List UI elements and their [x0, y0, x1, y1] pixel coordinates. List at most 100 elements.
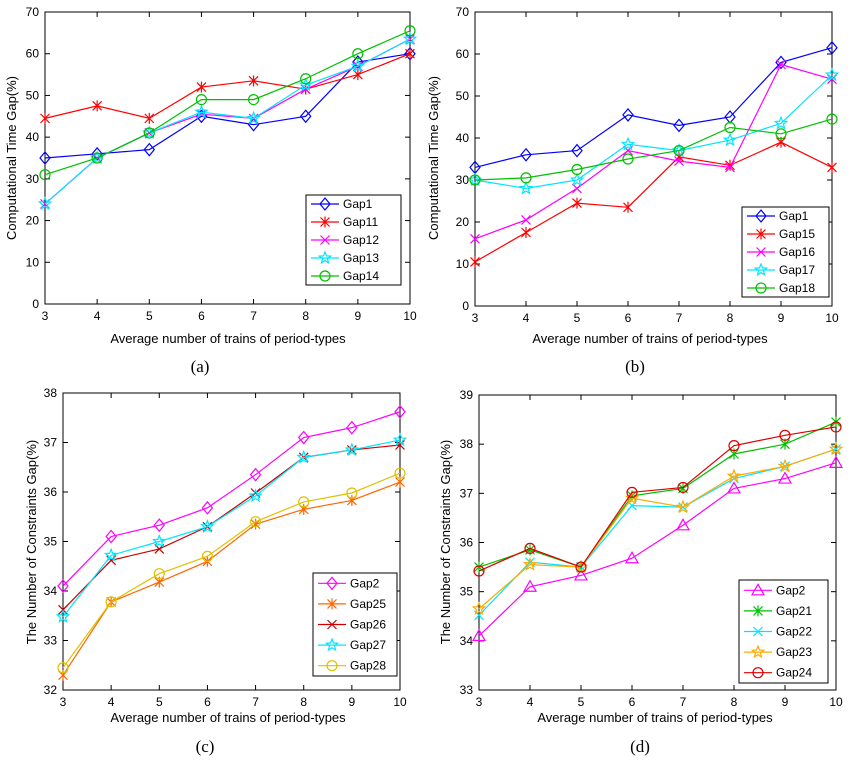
panel-caption: (d) [630, 737, 650, 756]
legend-entry: Gap24 [744, 666, 812, 680]
y-tick-label: 34 [44, 584, 58, 598]
data-point [827, 161, 837, 173]
x-tick-label: 6 [629, 695, 636, 709]
y-tick-label: 36 [44, 485, 58, 499]
x-tick-label: 6 [204, 695, 211, 709]
data-point [626, 486, 638, 498]
data-point [469, 174, 481, 186]
y-tick-label: 60 [26, 47, 40, 61]
legend-marker [756, 228, 766, 240]
data-point [524, 542, 536, 555]
data-point [521, 227, 531, 238]
legend-label: Gap17 [779, 263, 815, 277]
panel-b: 0 10 20 30 40 50 60 70 3 4 5 6 7 8 9 10 Gap1 Gap15 Gap16… [426, 5, 840, 376]
data-point [779, 429, 791, 441]
data-point [623, 201, 633, 213]
legend-marker [320, 235, 330, 245]
y-tick-label: 50 [456, 89, 470, 103]
x-tick-label: 7 [252, 695, 259, 709]
legend-entry: Gap12 [311, 233, 379, 247]
series-gap2 [57, 404, 406, 593]
data-point [624, 490, 640, 505]
series-line [478, 448, 837, 610]
y-tick-label: 38 [460, 437, 474, 451]
data-point [473, 565, 485, 577]
data-point [153, 568, 165, 580]
series-line [474, 47, 833, 168]
legend-label: Gap22 [776, 625, 812, 639]
data-point [622, 153, 634, 165]
legend-entry: Gap17 [747, 262, 815, 277]
panel-caption: (a) [191, 357, 210, 376]
legend-marker [755, 209, 767, 223]
legend-label: Gap28 [350, 659, 386, 673]
data-point [249, 467, 262, 482]
x-axis-label: Average number of trains of period-types [110, 331, 346, 346]
y-tick-label: 70 [456, 5, 470, 19]
data-point [828, 455, 844, 468]
legend-label: Gap25 [350, 597, 386, 611]
x-axis-label: Average number of trains of period-types [537, 710, 773, 725]
legend-label: Gap27 [350, 638, 386, 652]
legend-marker [326, 576, 338, 591]
data-point [624, 551, 640, 564]
legend-label: Gap11 [343, 215, 378, 229]
legend-label: Gap2 [776, 583, 806, 597]
x-tick-label: 5 [146, 309, 153, 323]
data-point [57, 662, 69, 674]
legend-label: Gap1 [779, 209, 809, 223]
y-tick-label: 40 [456, 131, 470, 145]
data-point [103, 547, 119, 562]
legend-marker [750, 644, 766, 659]
x-tick-label: 10 [825, 311, 839, 325]
y-tick-label: 20 [26, 214, 40, 228]
data-point [346, 487, 358, 499]
data-point [40, 112, 50, 124]
legend-marker [752, 667, 764, 679]
y-tick-label: 10 [26, 255, 40, 269]
y-tick-label: 70 [26, 5, 40, 19]
data-point [297, 430, 310, 445]
legend-label: Gap16 [779, 245, 815, 259]
data-point [675, 518, 691, 531]
legend: Gap2 Gap21 Gap22 Gap23 Gap24 [738, 579, 829, 684]
data-point [152, 533, 167, 548]
legend-entry: Gap23 [744, 644, 812, 659]
data-point [622, 107, 634, 122]
y-tick-label: 60 [456, 47, 470, 61]
series-line [474, 118, 833, 181]
legend: Gap1 Gap15 Gap16 Gap17 Gap18 [741, 206, 830, 298]
data-point [246, 110, 261, 125]
x-tick-label: 3 [476, 695, 483, 709]
legend-label: Gap2 [350, 576, 380, 590]
data-point [92, 100, 103, 112]
data-point [196, 81, 207, 93]
series-gap1 [469, 40, 838, 175]
x-tick-label: 9 [782, 695, 789, 709]
x-tick-label: 7 [680, 695, 687, 709]
data-point [521, 214, 531, 225]
series-line [44, 53, 411, 120]
data-point [352, 69, 363, 81]
data-point [573, 568, 589, 581]
data-point [91, 146, 103, 161]
data-point [200, 519, 215, 533]
data-point [350, 58, 366, 73]
legend-entry: Gap22 [744, 625, 812, 639]
data-point [195, 93, 208, 106]
data-point [826, 40, 838, 55]
y-tick-label: 37 [44, 436, 58, 450]
legend-entry: Gap2 [318, 576, 380, 590]
x-tick-label: 6 [198, 309, 205, 323]
y-tick-label: 32 [44, 683, 58, 697]
x-tick-label: 10 [393, 695, 407, 709]
data-point [522, 579, 538, 592]
data-point [296, 449, 311, 464]
data-point [352, 48, 364, 60]
data-point [575, 561, 587, 573]
series-line [62, 472, 401, 669]
series-gap16 [470, 59, 837, 244]
y-tick-label: 33 [460, 683, 474, 697]
